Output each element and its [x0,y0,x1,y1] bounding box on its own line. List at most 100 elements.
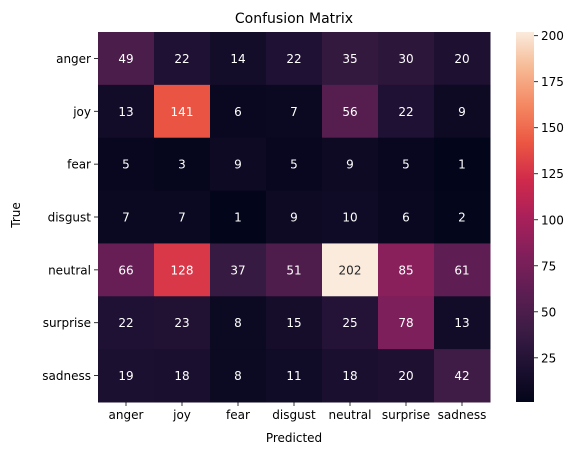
heatmap-cell [154,190,211,244]
heatmap-cell [378,32,435,86]
cell-value-label: 22 [118,316,133,330]
cell-value-label: 13 [454,316,469,330]
heatmap-cell [266,349,323,403]
heatmap-cell [434,349,491,403]
cell-value-label: 5 [402,158,410,172]
heatmap-cell [434,32,491,86]
heatmap-cell [322,190,379,244]
cell-value-label: 202 [339,263,362,277]
heatmap-cell [210,32,267,86]
cell-value-label: 56 [342,105,357,119]
heatmap-cell [322,32,379,86]
heatmap-cell [322,84,379,139]
heatmap-cell [378,190,435,244]
heatmap-cell [154,243,211,297]
cell-value-label: 22 [174,52,189,66]
cell-value-label: 11 [286,369,301,383]
x-tick-label: fear [226,408,250,422]
cell-value-label: 20 [454,52,469,66]
y-tick-label: surprise [43,316,91,330]
cell-value-label: 42 [454,369,469,383]
cell-value-label: 66 [118,263,133,277]
heatmap-cell [210,84,267,139]
y-tick-label: disgust [48,211,92,225]
cell-value-label: 49 [118,52,133,66]
cell-value-label: 7 [290,105,298,119]
heatmap-cell [154,349,211,403]
colorbar-tick-label: 50 [541,305,556,319]
cell-value-label: 128 [171,263,194,277]
heatmap-cell [98,84,155,139]
cell-value-label: 5 [122,158,130,172]
cell-value-label: 22 [286,52,301,66]
y-tick-label: fear [67,158,91,172]
heatmap-cell [154,137,211,192]
cell-value-label: 61 [454,263,469,277]
heatmap-cell [434,243,491,297]
cell-value-label: 20 [398,369,413,383]
y-tick-label: joy [72,105,91,119]
cell-value-label: 10 [342,211,357,225]
heatmap-cell [154,296,211,350]
heatmap-cell [98,243,155,297]
cell-value-label: 19 [118,369,133,383]
colorbar: 25 50 75 100 125 150 175 200 [516,29,564,402]
x-tick-label: anger [109,408,144,422]
heatmap-cell [378,243,435,297]
colorbar-gradient [516,32,534,402]
cell-value-label: 9 [290,211,298,225]
cell-value-label: 23 [174,316,189,330]
cell-value-label: 85 [398,263,413,277]
colorbar-tick-label: 200 [541,29,564,43]
x-tick-label: joy [172,408,191,422]
x-tick-label: neutral [329,408,372,422]
cell-value-label: 9 [346,158,354,172]
y-tick-label: anger [56,52,91,66]
colorbar-tick-label: 125 [541,167,564,181]
cell-value-label: 7 [178,211,186,225]
heatmap-cell [98,190,155,244]
cell-value-label: 51 [286,263,301,277]
cell-value-label: 9 [458,105,466,119]
heatmap-cell [154,84,211,139]
cell-value-label: 1 [458,158,466,172]
cell-value-label: 22 [398,105,413,119]
heatmap-cell [434,190,491,244]
cell-value-label: 2 [458,211,466,225]
cell-value-label: 25 [342,316,357,330]
cell-value-label: 18 [174,369,189,383]
chart-title: Confusion Matrix [235,11,353,27]
y-axis: anger joy fear disgust neutral surprise sadnes… [42,52,98,383]
cell-value-label: 7 [122,211,130,225]
heatmap-cell [322,349,379,403]
colorbar-tick-label: 150 [541,121,564,135]
heatmap-cell [98,349,155,403]
cell-value-label: 15 [286,316,301,330]
cell-value-label: 8 [234,316,242,330]
heatmap-cell [210,190,267,244]
cell-value-label: 6 [234,105,242,119]
y-axis-label: True [9,202,23,229]
heatmap-cell [266,137,323,192]
y-tick-label: neutral [48,263,91,277]
colorbar-tick-label: 100 [541,213,564,227]
heatmap-cell [378,349,435,403]
heatmap-cell [210,137,267,192]
heatmap-cell [378,84,435,139]
colorbar-tick-label: 175 [541,75,564,89]
heatmap-cell [378,296,435,350]
heatmap-cell [210,243,267,297]
cell-value-label: 78 [398,316,413,330]
heatmap-cell [154,32,211,86]
heatmap-cell [266,190,323,244]
y-tick-label: sadness [42,369,91,383]
heatmap-cell [434,84,491,139]
heatmap-cell [322,296,379,350]
heatmap-cell [378,137,435,192]
cell-value-label: 8 [234,369,242,383]
heatmap-cell [210,349,267,403]
cell-value-label: 5 [290,158,298,172]
